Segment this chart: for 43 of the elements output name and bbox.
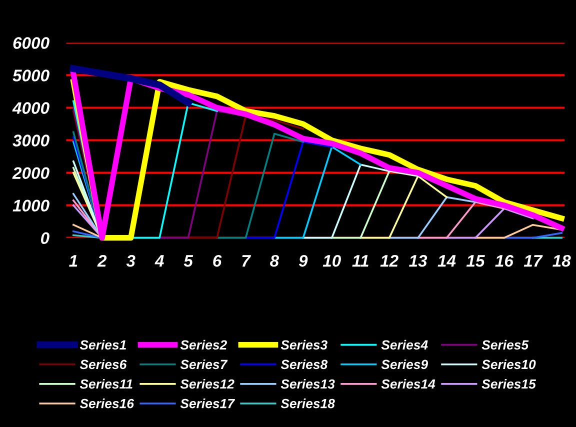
legend-label: Series7 bbox=[180, 359, 228, 370]
x-tick-label: 15 bbox=[466, 255, 485, 267]
x-tick-label: 4 bbox=[154, 255, 164, 267]
legend-label: Series2 bbox=[180, 340, 227, 350]
legend-label: Series5 bbox=[482, 340, 529, 350]
x-tick-label: 16 bbox=[495, 254, 514, 267]
y-tick-label: 4000 bbox=[12, 102, 50, 114]
x-tick-label: 17 bbox=[524, 255, 543, 267]
x-tick-label: 11 bbox=[352, 255, 368, 267]
legend-label: Series6 bbox=[80, 359, 127, 370]
legend-label: Series8 bbox=[280, 359, 328, 370]
x-tick-label: 5 bbox=[184, 255, 194, 267]
legend-label: Series14 bbox=[381, 379, 436, 389]
x-tick-label: 18 bbox=[552, 254, 571, 267]
x-tick-label: 3 bbox=[126, 254, 136, 267]
legend-label: Series16 bbox=[80, 398, 134, 408]
legend-label: Series3 bbox=[280, 340, 328, 350]
y-tick-label: 3000 bbox=[12, 134, 50, 146]
x-tick-label: 13 bbox=[409, 254, 428, 267]
legend-label: Series12 bbox=[180, 379, 234, 389]
x-tick-label: 7 bbox=[242, 255, 252, 267]
legend-label: Series13 bbox=[280, 379, 335, 389]
legend-label: Series15 bbox=[482, 379, 536, 389]
legend-label: Series18 bbox=[280, 398, 335, 408]
x-tick-label: 6 bbox=[213, 254, 222, 267]
legend-label: Series17 bbox=[180, 398, 235, 408]
legend-label: Series11 bbox=[80, 379, 132, 389]
y-tick-label: 2000 bbox=[12, 167, 50, 179]
x-tick-label: 10 bbox=[322, 254, 341, 267]
y-tick-label: 6000 bbox=[13, 37, 50, 49]
x-tick-label: 12 bbox=[380, 254, 398, 267]
x-tick-label: 8 bbox=[270, 254, 280, 267]
y-tick-label: 1000 bbox=[12, 200, 50, 212]
legend-label: Series4 bbox=[381, 340, 428, 350]
legend-label: Series1 bbox=[80, 340, 126, 350]
y-tick-label: 5000 bbox=[12, 70, 50, 82]
x-tick-label: 1 bbox=[69, 255, 78, 267]
x-tick-label: 9 bbox=[298, 254, 308, 267]
y-tick-label: 0 bbox=[41, 232, 50, 244]
x-tick-label: 2 bbox=[97, 254, 107, 267]
x-tick-label: 14 bbox=[438, 255, 456, 267]
legend-label: Series10 bbox=[482, 359, 536, 370]
legend-label: Series9 bbox=[381, 359, 428, 370]
